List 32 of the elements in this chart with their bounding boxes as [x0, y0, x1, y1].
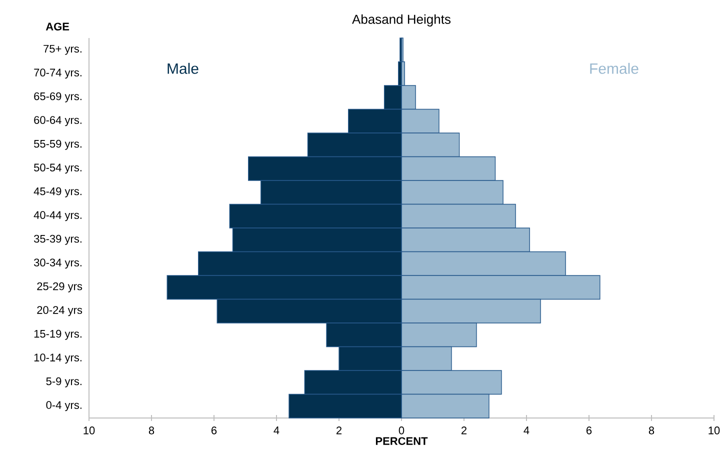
y-tick-label: 35-39 yrs. [34, 234, 82, 245]
x-tick-label: 2 [461, 426, 467, 434]
y-tick-label: 30-34 yrs. [34, 258, 82, 269]
x-tick-label: 4 [524, 426, 530, 434]
y-tick-label: 15-19 yrs. [34, 330, 82, 340]
x-axis-title: PERCENT [376, 437, 428, 445]
y-tick-label: 0-4 yrs. [46, 401, 82, 412]
y-tick-label: 40-44 yrs. [34, 211, 82, 222]
y-tick-label: 10-14 yrs. [34, 354, 82, 364]
y-tick-label: 50-54 yrs. [34, 164, 82, 174]
chart-title: Abasand Heights [352, 14, 451, 26]
x-tick-label: 6 [212, 426, 217, 434]
y-tick-label: 45-49 yrs. [34, 187, 82, 198]
y-tick-label: 20-24 yrs [37, 306, 82, 316]
x-tick-label: 2 [336, 426, 342, 434]
text: Female [590, 62, 638, 74]
y-tick-label: 60-64 yrs. [34, 116, 82, 126]
y-axis-title: AGE [46, 22, 70, 30]
x-tick-label: 4 [274, 426, 280, 434]
y-tick-label: 70-74 yrs. [34, 68, 82, 79]
x-tick-label: 0 [398, 426, 404, 434]
x-tick-label: 10 [708, 426, 720, 434]
y-tick-label: 75+ yrs. [44, 44, 82, 55]
y-tick-label: 5-9 yrs. [46, 377, 82, 388]
y-tick-label: 55-59 yrs. [34, 140, 82, 150]
y-tick-label: 25-29 yrs [37, 282, 82, 292]
x-tick-label: 8 [148, 426, 154, 434]
x-tick-label: 8 [648, 426, 654, 434]
text: Male [168, 62, 198, 74]
x-tick-label: 6 [586, 426, 592, 434]
y-tick-label: 65-69 yrs. [34, 92, 82, 102]
x-tick-label: 10 [84, 426, 95, 434]
